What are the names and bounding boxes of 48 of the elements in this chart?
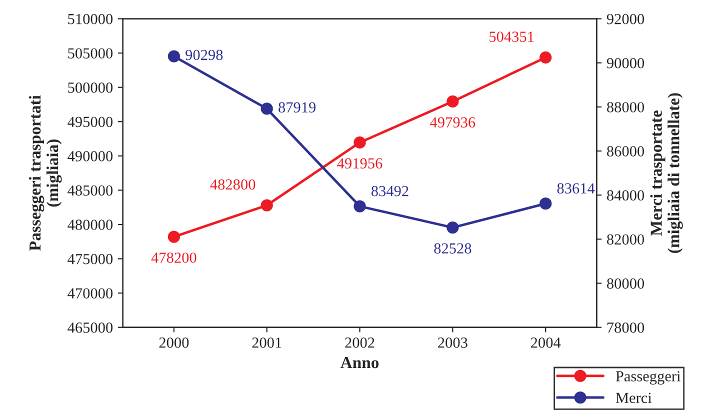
point [540,198,552,210]
legend-label: Passeggeri [616,371,680,385]
legend-label: Merci [616,392,652,404]
y-tick-label: 500000 [68,82,113,93]
point [354,136,366,149]
y2-tick-label: 84000 [607,190,644,201]
y2-tick-label: 92000 [606,14,644,24]
data-label: 478200 [151,252,196,263]
y2-tick-label: 90000 [606,58,644,68]
y-axis-title: Passeggeri trasportati (migliaia) [28,95,62,251]
point [354,200,366,212]
point [446,221,459,234]
y2-tick-label: 88000 [607,102,644,112]
y-tick-label: 510000 [68,14,113,24]
y-tick-label: 470000 [68,288,113,299]
y-tick-label: 475000 [68,254,113,264]
y2-tick-label: 80000 [607,278,644,289]
point [168,230,180,243]
data-label: 83614 [557,183,595,194]
y-tick-label: 505000 [68,48,113,59]
point [446,95,459,108]
x-tick-label: 2000 [159,338,189,348]
y-tick-label: 490000 [68,151,113,162]
x-axis-title: Anno [340,357,379,368]
y2-axis-title: Merci trasportate (migliaia di tonnellate) [650,93,683,253]
y2-tick-label: 82000 [607,234,644,245]
point [260,102,273,115]
data-label: 491956 [337,158,382,169]
data-label: 482800 [210,179,256,190]
y2-tick-label: 78000 [607,322,644,333]
x-tick-label: 2002 [345,338,374,348]
point [540,51,552,64]
y-tick-label: 465000 [68,322,113,333]
x-tick-label: 2001 [252,338,282,348]
x-tick-label: 2004 [530,338,561,348]
point [260,199,273,212]
y-tick-label: 485000 [68,185,113,196]
x-tick-label: 2003 [438,338,468,348]
data-label: 82528 [434,243,472,254]
y2-tick-label: 86000 [607,146,644,156]
point [168,50,180,62]
y-tick-label: 480000 [68,220,113,230]
data-label: 83492 [371,186,408,196]
data-label: 90298 [186,50,223,60]
data-label: 497936 [430,117,476,128]
data-label: 87919 [278,102,316,113]
y-tick-label: 495000 [68,116,113,128]
data-label: 504351 [490,32,534,42]
